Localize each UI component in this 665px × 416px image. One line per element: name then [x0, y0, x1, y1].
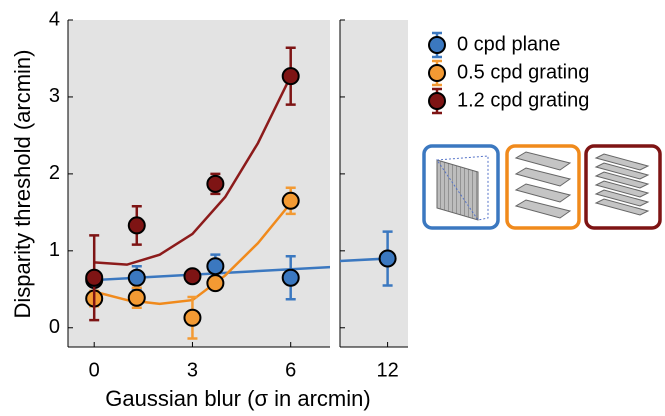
- icon-grating: [594, 153, 650, 216]
- panel-background: [340, 20, 408, 347]
- icon-outline: [436, 155, 489, 221]
- data-point: [281, 191, 300, 210]
- data-point: [378, 249, 397, 268]
- y-tick-label: 2: [49, 162, 60, 184]
- data-point: [281, 268, 300, 287]
- fit-line: [94, 75, 292, 266]
- x-axis-label: Gaussian blur (σ in arcmin): [105, 386, 370, 411]
- y-tick-label: 3: [49, 85, 60, 107]
- data-point: [183, 308, 202, 327]
- data-point: [206, 257, 225, 276]
- legend-marker: [428, 64, 446, 82]
- legend-label: 0 cpd plane: [457, 33, 560, 55]
- y-tick-label: 1: [49, 239, 60, 261]
- legend-marker: [428, 36, 446, 54]
- data-point: [85, 268, 104, 287]
- legend-label: 1.2 cpd grating: [457, 89, 589, 111]
- data-point: [281, 67, 300, 86]
- data-point: [183, 267, 202, 286]
- legend-label: 0.5 cpd grating: [457, 61, 589, 83]
- y-axis-label: Disparity threshold (arcmin): [10, 50, 35, 319]
- y-tick-label: 4: [49, 8, 60, 30]
- x-tick-label: 3: [187, 359, 198, 381]
- x-tick-label: 0: [89, 359, 100, 381]
- icon-grating: [514, 151, 572, 219]
- data-point: [127, 268, 146, 287]
- x-tick-label: 6: [285, 359, 296, 381]
- data-point: [206, 174, 225, 193]
- data-point: [127, 288, 146, 307]
- x-tick-label: 12: [376, 359, 398, 381]
- y-tick-label: 0: [49, 316, 60, 338]
- data-point: [127, 216, 146, 235]
- data-point: [206, 274, 225, 293]
- series-layer: [85, 46, 330, 340]
- legend-marker: [428, 92, 446, 110]
- stimulus-icons: [422, 144, 662, 230]
- series-layer: [340, 230, 397, 287]
